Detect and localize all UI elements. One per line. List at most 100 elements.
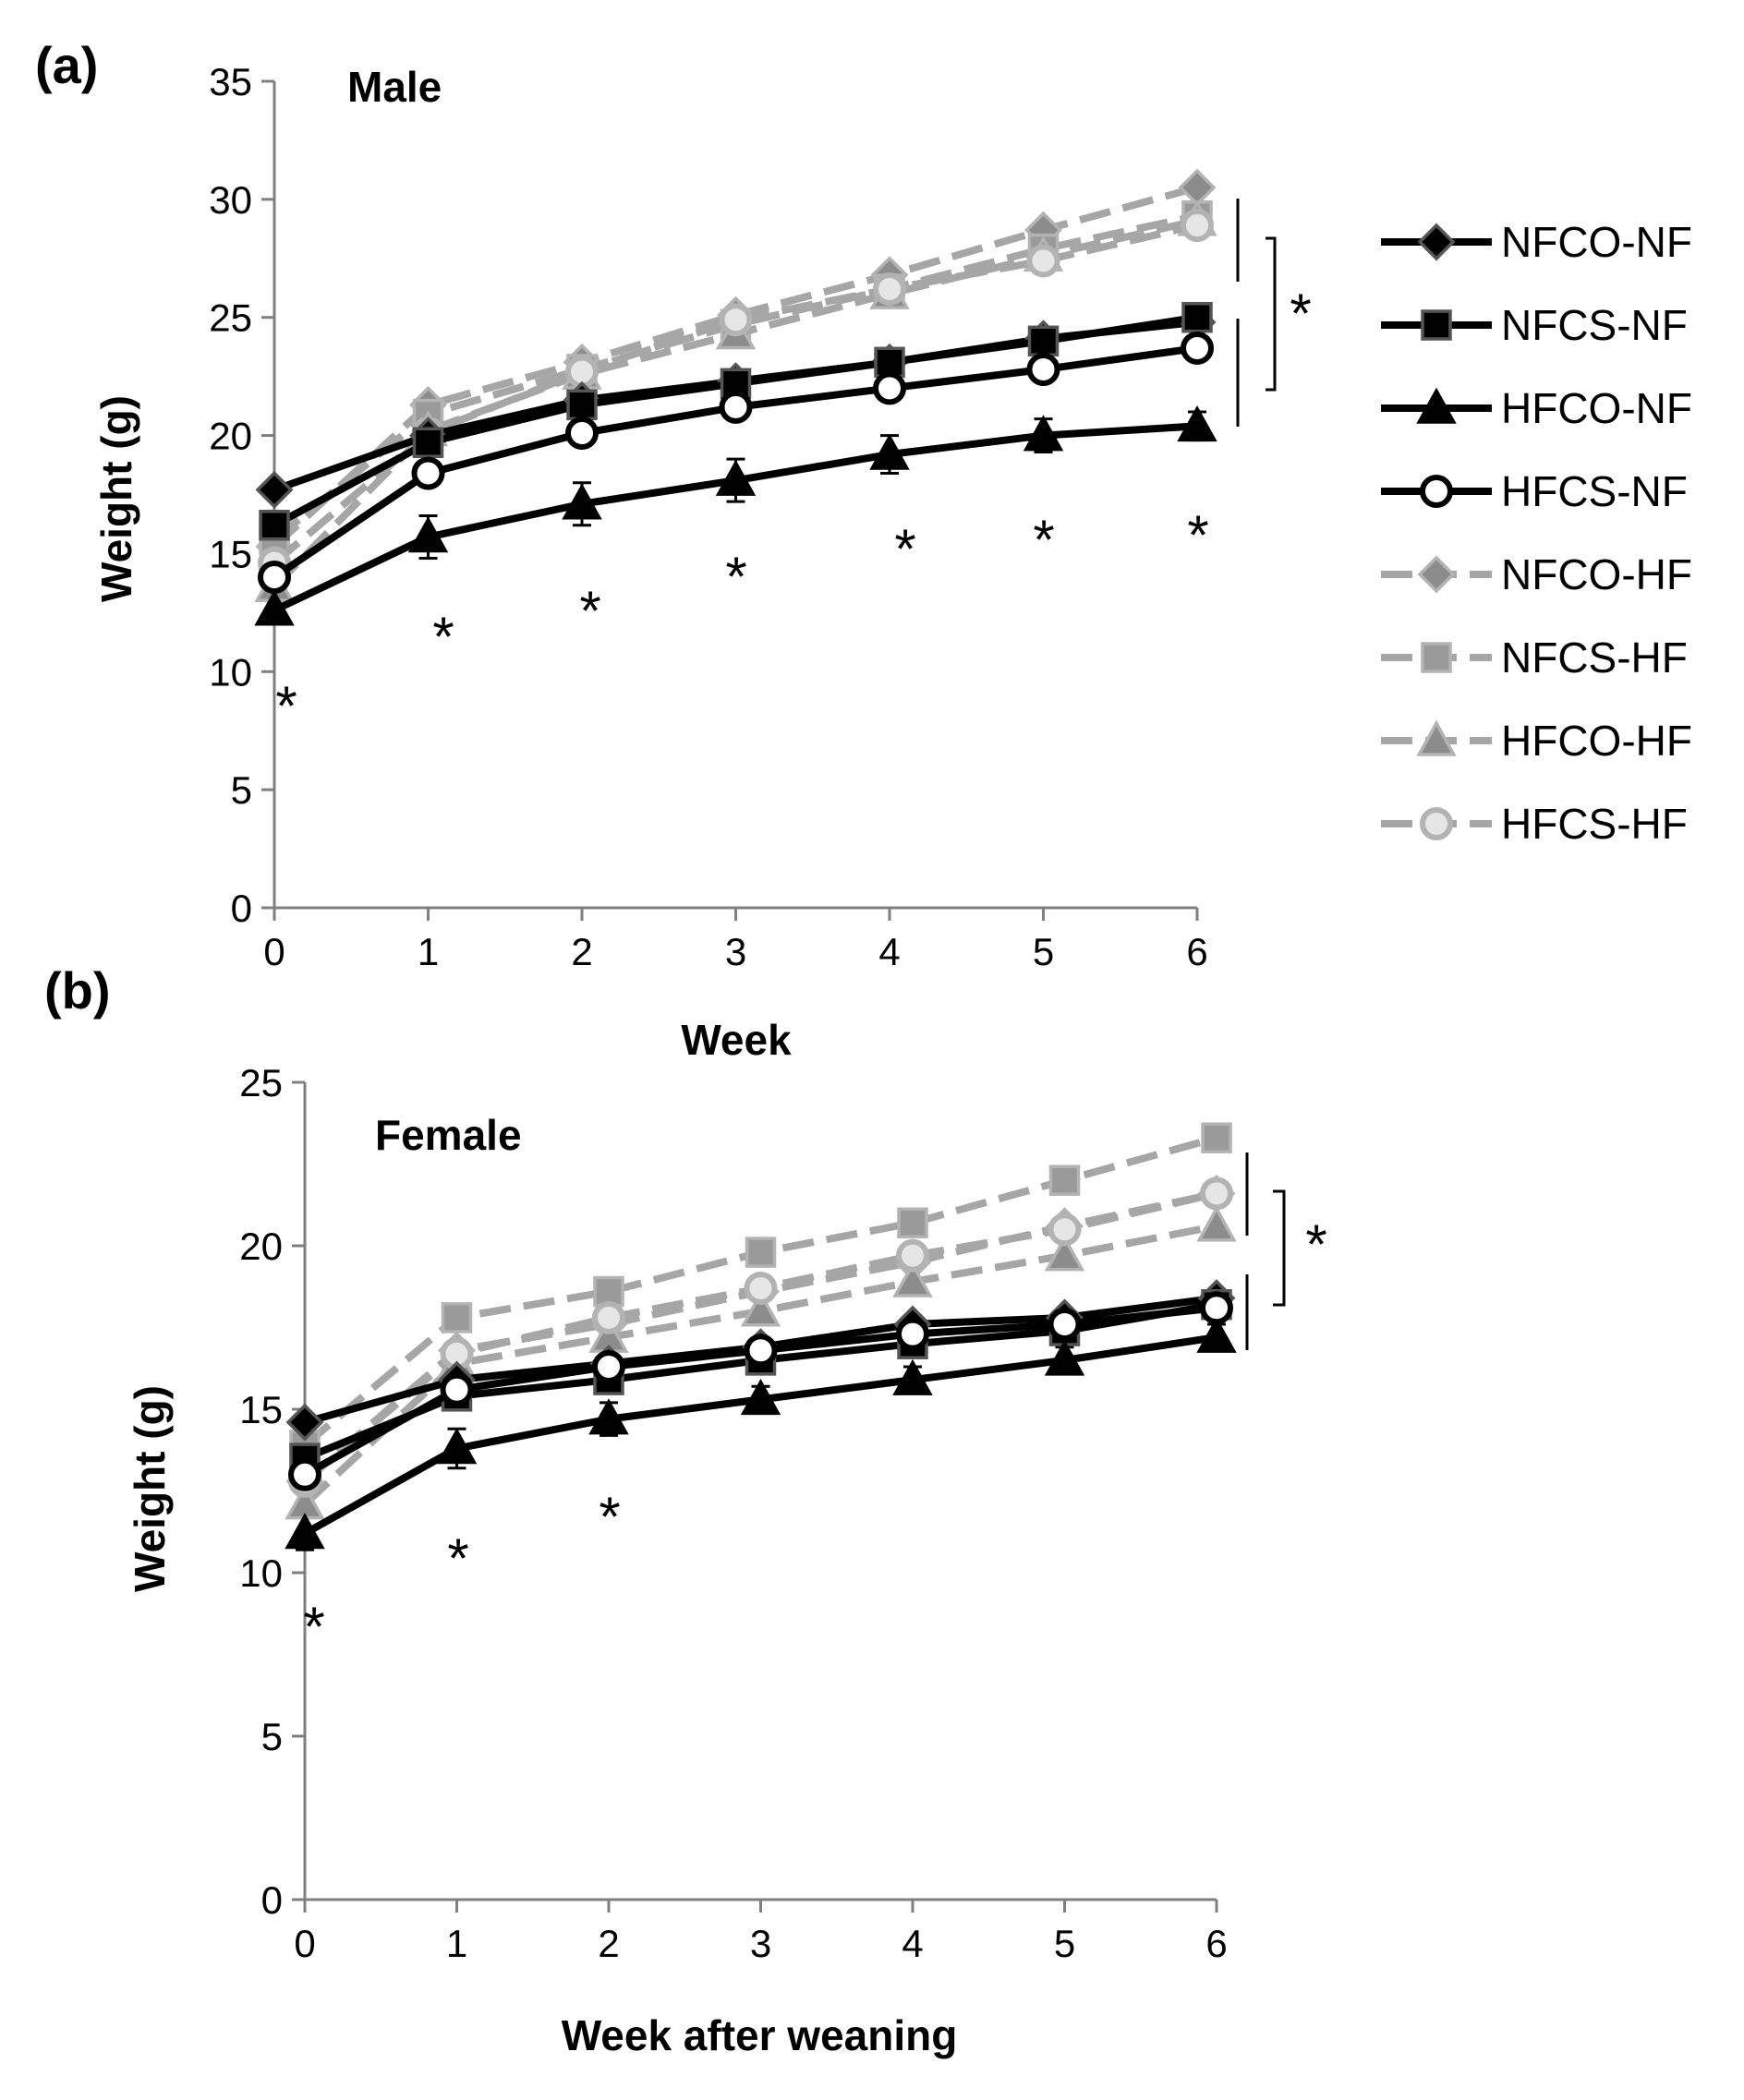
data-point-hfcs-nf	[896, 1317, 929, 1351]
y-axis-title: Weight (g)	[92, 395, 140, 602]
data-point-hfcs-nf	[873, 371, 906, 405]
legend-marker-nfcs-hf	[1421, 642, 1452, 673]
x-tick-label: 2	[571, 930, 592, 973]
data-point-hfcs-hf	[873, 272, 906, 307]
data-point-hfcs-nf	[592, 1349, 625, 1383]
x-tick-label: 4	[878, 930, 900, 973]
legend-label-hfcs-hf: HFCS-HF	[1501, 800, 1688, 848]
data-point-hfcs-nf	[1048, 1307, 1082, 1341]
data-point-hfcs-nf	[288, 1457, 321, 1491]
data-point-hfcs-nf	[411, 456, 445, 490]
significance-star: *	[275, 675, 297, 737]
data-point-hfcs-hf	[1181, 208, 1214, 242]
y-tick-label: 10	[239, 1551, 283, 1595]
legend-marker-hfco-hf	[1416, 719, 1457, 756]
significance-star: *	[1187, 504, 1208, 566]
data-point-nfco-hf	[1178, 168, 1217, 207]
x-tick-label: 5	[1033, 930, 1054, 973]
x-tick-label: 3	[750, 1922, 771, 1965]
x-axis-title: Week after weaning	[562, 2011, 958, 2059]
data-point-hfco-hf	[1196, 1205, 1237, 1242]
data-point-hfcs-nf	[744, 1334, 778, 1368]
data-point-hfco-nf	[1023, 415, 1064, 452]
y-tick-label: 5	[261, 1715, 283, 1758]
legend-label-nfcs-hf: NFCS-HF	[1501, 634, 1688, 682]
data-point-nfcs-hf	[897, 1207, 928, 1238]
data-point-hfco-nf	[562, 483, 602, 520]
data-point-hfco-nf	[285, 1513, 325, 1550]
x-tick-label: 1	[418, 930, 439, 973]
data-point-hfco-nf	[407, 516, 449, 553]
data-point-hfco-nf	[892, 1358, 933, 1395]
data-point-hfcs-hf	[1026, 244, 1060, 278]
data-point-hfco-hf	[892, 1261, 933, 1297]
data-point-nfcs-hf	[745, 1237, 777, 1268]
data-point-hfco-nf	[436, 1428, 478, 1465]
data-point-hfco-nf	[254, 589, 295, 626]
bracket-star: *	[1290, 283, 1311, 344]
legend-marker-hfco-nf	[1416, 387, 1457, 424]
data-point-hfco-nf	[1177, 404, 1217, 442]
data-point-nfcs-hf	[1048, 1165, 1081, 1196]
legend-marker-nfco-hf	[1417, 555, 1456, 594]
data-point-nfcs-hf	[593, 1275, 624, 1308]
data-point-hfcs-nf	[1200, 1291, 1233, 1325]
legend-marker-hfcs-hf	[1420, 807, 1453, 840]
y-tick-label: 10	[209, 650, 252, 694]
panel-b: 0 5 10 15 20 25 0 1 2 3 4 5 6 (b) Female Week after wea…	[44, 961, 1327, 2059]
data-point-hfco-hf	[740, 1290, 781, 1327]
data-point-nfcs-nf	[874, 346, 905, 379]
significance-star: *	[599, 1486, 620, 1548]
data-point-hfco-nf	[1044, 1339, 1085, 1376]
y-tick-label: 15	[209, 532, 252, 575]
significance-star: *	[432, 606, 454, 668]
significance-star: *	[447, 1527, 468, 1589]
legend-label-hfcs-nf: HFCS-NF	[1501, 467, 1688, 515]
data-point-hfcs-hf	[744, 1272, 778, 1306]
x-tick-label: 1	[446, 1922, 467, 1965]
x-tick-label: 0	[294, 1922, 315, 1965]
x-tick-label: 6	[1205, 1922, 1227, 1965]
data-point-hfcs-nf	[719, 390, 753, 424]
legend-label-nfco-nf: NFCO-NF	[1501, 218, 1692, 266]
y-tick-label: 30	[209, 178, 252, 222]
data-point-hfco-nf	[869, 433, 910, 470]
data-point-hfcs-nf	[258, 561, 291, 594]
data-point-hfcs-hf	[1048, 1213, 1082, 1247]
legend-label-hfco-nf: HFCO-NF	[1501, 384, 1692, 432]
data-point-nfcs-nf	[1181, 301, 1213, 333]
y-tick-label: 20	[239, 1225, 283, 1268]
x-tick-label: 6	[1186, 930, 1207, 973]
data-point-hfcs-nf	[565, 416, 599, 451]
bracket-brace	[1273, 1189, 1286, 1307]
x-tick-label: 2	[598, 1922, 619, 1965]
panel-title: Female	[375, 1111, 522, 1159]
data-point-nfcs-hf	[441, 1302, 473, 1334]
significance-star: *	[303, 1596, 324, 1658]
data-point-hfcs-hf	[719, 303, 753, 337]
y-tick-label: 0	[261, 1878, 283, 1922]
significance-star: *	[725, 546, 746, 608]
panel-title: Male	[347, 63, 442, 111]
legend-label-nfcs-nf: NFCS-NF	[1501, 301, 1688, 349]
data-point-hfcs-hf	[896, 1238, 929, 1273]
data-point-hfco-nf	[715, 459, 757, 496]
bracket-brace	[1266, 236, 1277, 392]
data-point-nfcs-nf	[412, 427, 444, 458]
y-tick-label: 35	[209, 60, 252, 103]
x-tick-label: 5	[1054, 1922, 1075, 1965]
legend-marker-nfcs-nf	[1421, 309, 1452, 341]
data-point-nfcs-nf	[259, 509, 290, 541]
y-axis-title: Weight (g)	[126, 1385, 174, 1592]
legend: NFCO-NF NFCS-NF HFCO-NF HFCS-NF NFCO-HF NFCS-…	[1381, 218, 1692, 848]
bracket-star: *	[1305, 1213, 1326, 1275]
y-tick-label: 20	[209, 415, 252, 458]
data-point-nfco-nf	[285, 1403, 324, 1442]
y-tick-label: 25	[239, 1061, 283, 1104]
legend-marker-nfco-nf	[1417, 223, 1456, 261]
significance-star: *	[579, 580, 600, 642]
data-point-hfco-nf	[740, 1379, 781, 1416]
x-tick-label: 0	[263, 930, 285, 973]
